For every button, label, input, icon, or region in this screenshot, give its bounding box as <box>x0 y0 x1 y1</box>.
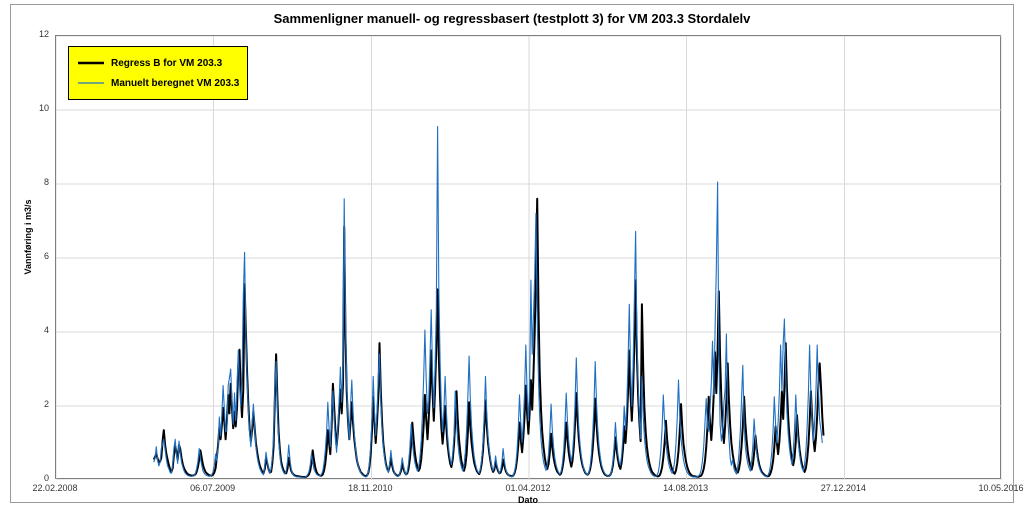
x-tick-label: 18.11.2010 <box>340 483 400 493</box>
y-tick-label: 6 <box>44 251 49 261</box>
y-axis-label: Vannføring i m3/s <box>23 177 33 297</box>
x-tick-label: 27.12.2014 <box>813 483 873 493</box>
y-tick-label: 4 <box>44 325 49 335</box>
legend-label: Regress B for VM 203.3 <box>111 58 222 69</box>
x-axis-label: Dato <box>55 495 1001 505</box>
legend-box: Regress B for VM 203.3 Manuelt beregnet V… <box>68 46 248 100</box>
x-tick-label: 06.07.2009 <box>183 483 243 493</box>
y-tick-label: 8 <box>44 177 49 187</box>
x-tick-label: 22.02.2008 <box>25 483 85 493</box>
plot-svg <box>56 36 1002 480</box>
x-tick-label: 14.08.2013 <box>656 483 716 493</box>
chart-outer-frame: Sammenligner manuell- og regressbasert (… <box>10 4 1014 503</box>
legend-item: Manuelt beregnet VM 203.3 <box>77 73 239 93</box>
y-tick-label: 2 <box>44 399 49 409</box>
legend-item: Regress B for VM 203.3 <box>77 53 239 73</box>
legend-label: Manuelt beregnet VM 203.3 <box>111 78 239 89</box>
series-line <box>154 199 824 477</box>
x-tick-label: 01.04.2012 <box>498 483 558 493</box>
x-tick-label: 10.05.2016 <box>971 483 1024 493</box>
y-tick-label: 12 <box>39 29 49 39</box>
y-tick-label: 10 <box>39 103 49 113</box>
chart-title: Sammenligner manuell- og regressbasert (… <box>11 11 1013 26</box>
plot-area: Regress B for VM 203.3 Manuelt beregnet V… <box>55 35 1001 479</box>
y-tick-label: 0 <box>44 473 49 483</box>
